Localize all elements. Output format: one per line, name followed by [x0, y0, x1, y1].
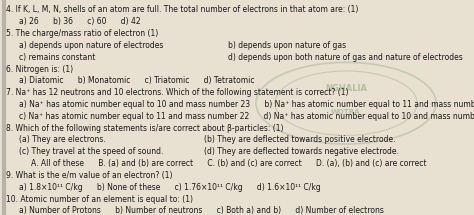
- Text: a) Na⁺ has atomic number equal to 10 and mass number 23      b) Na⁺ has atomic n: a) Na⁺ has atomic number equal to 10 and…: [19, 100, 474, 109]
- Text: 10. Atomic number of an element is equal to: (1): 10. Atomic number of an element is equal…: [6, 195, 193, 204]
- Text: (c) They travel at the speed of sound.: (c) They travel at the speed of sound.: [19, 147, 164, 156]
- Text: a) depends upon nature of electrodes: a) depends upon nature of electrodes: [19, 41, 164, 50]
- Text: 9. What is the e/m value of an electron? (1): 9. What is the e/m value of an electron?…: [6, 171, 172, 180]
- Text: a) 26      b) 36      c) 60      d) 42: a) 26 b) 36 c) 60 d) 42: [19, 17, 141, 26]
- Text: 4. If K, L, M, N, shells of an atom are full. The total number of electrons in t: 4. If K, L, M, N, shells of an atom are …: [6, 5, 358, 14]
- Text: 8. Which of the following statements is/are correct about β-particles: (1): 8. Which of the following statements is/…: [6, 124, 283, 133]
- Text: 5. The charge/mass ratio of electron (1): 5. The charge/mass ratio of electron (1): [6, 29, 158, 38]
- Text: A. All of these      B. (a) and (b) are correct      C. (b) and (c) are correct : A. All of these B. (a) and (b) are corre…: [31, 159, 426, 168]
- Text: 6. Nitrogen is: (1): 6. Nitrogen is: (1): [6, 64, 73, 74]
- Text: (d) They are deflected towards negative electrode.: (d) They are deflected towards negative …: [204, 147, 399, 156]
- Text: c) Na⁺ has atomic number equal to 11 and mass number 22      d) Na⁺ has atomic n: c) Na⁺ has atomic number equal to 11 and…: [19, 112, 474, 121]
- Text: b) depends upon nature of gas: b) depends upon nature of gas: [228, 41, 346, 50]
- Text: (b) They are deflected towards positive electrode.: (b) They are deflected towards positive …: [204, 135, 395, 144]
- Text: c) remains constant: c) remains constant: [19, 53, 95, 62]
- Text: NGHALIA: NGHALIA: [325, 84, 367, 93]
- Text: d) depends upon both nature of gas and nature of electrodes: d) depends upon both nature of gas and n…: [228, 53, 462, 62]
- Text: a) 1.8×10¹¹ C/kg      b) None of these      c) 1.76×10¹¹ C/kg      d) 1.6×10¹¹ C: a) 1.8×10¹¹ C/kg b) None of these c) 1.7…: [19, 183, 321, 192]
- Text: a) Number of Protons      b) Number of neutrons      c) Both a) and b)      d) N: a) Number of Protons b) Number of neutro…: [19, 206, 384, 215]
- Text: 7. Na⁺ has 12 neutrons and 10 electrons. Which of the following statement is cor: 7. Na⁺ has 12 neutrons and 10 electrons.…: [6, 88, 348, 97]
- Text: WOTRA: WOTRA: [331, 109, 361, 115]
- Text: a) Diatomic      b) Monatomic      c) Triatomic      d) Tetratomic: a) Diatomic b) Monatomic c) Triatomic d)…: [19, 76, 255, 85]
- Text: (a) They are electrons.: (a) They are electrons.: [19, 135, 106, 144]
